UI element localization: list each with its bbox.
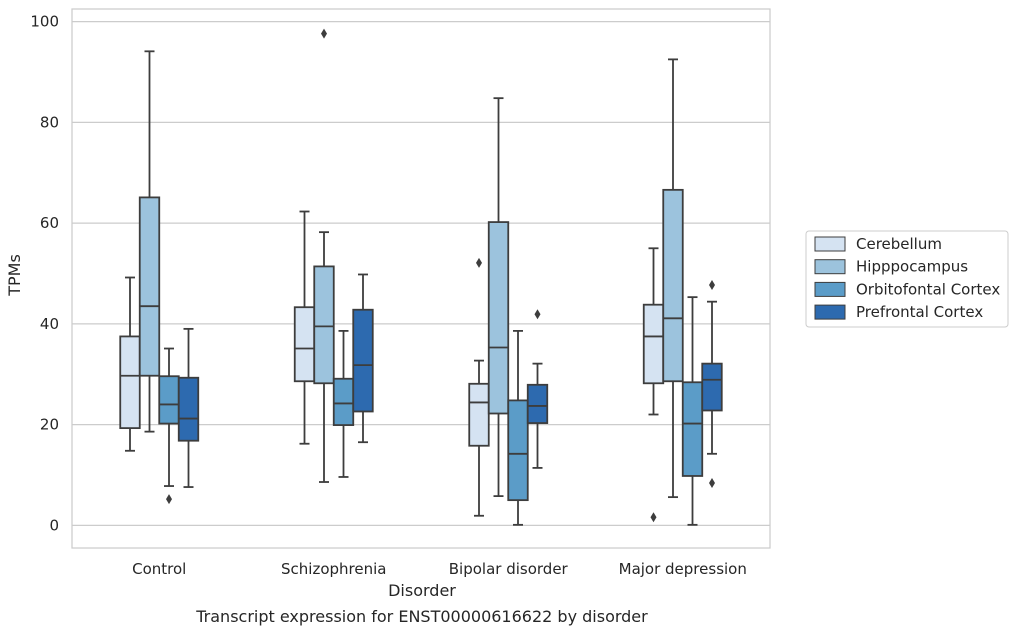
x-tick-label: Major depression <box>619 560 747 578</box>
y-tick-label: 60 <box>40 214 59 232</box>
outlier-marker <box>166 494 172 505</box>
legend-item: Hipppocampus <box>814 258 968 276</box>
box-orbitofontal-cortex <box>507 329 529 526</box>
legend-swatch <box>814 259 846 275</box>
x-axis-label: Disorder <box>388 581 456 600</box>
y-axis-label: TPMs <box>5 254 24 297</box>
box-body <box>177 376 200 442</box>
x-tick-label: Bipolar disorder <box>449 560 569 578</box>
y-tick-label: 40 <box>40 315 59 333</box>
outlier-marker <box>709 478 715 489</box>
box-body <box>507 399 529 502</box>
legend-frame <box>805 230 1009 328</box>
outlier-marker <box>321 28 327 39</box>
box-body <box>158 375 180 425</box>
y-tick-label: 0 <box>49 516 59 534</box>
legend-label: Prefrontal Cortex <box>856 303 983 321</box>
box-hipppocampus <box>313 28 335 483</box>
legend-item: Cerebellum <box>814 235 942 253</box>
y-tick-label: 100 <box>30 13 59 31</box>
box-body <box>119 335 141 430</box>
box-hipppocampus <box>487 97 510 498</box>
box-body <box>468 382 490 447</box>
legend-label: Cerebellum <box>856 235 942 253</box>
box-prefrontal-cortex <box>352 273 374 444</box>
box-body <box>642 303 665 385</box>
y-axis-ticks: 0 20 40 60 80 100 <box>30 13 59 535</box>
box-body <box>138 196 161 377</box>
chart-caption: Transcript expression for ENST0000061662… <box>195 607 648 626</box>
box-prefrontal-cortex <box>177 327 200 488</box>
box-hipppocampus <box>138 50 161 433</box>
box-body <box>332 377 355 426</box>
outlier-marker <box>650 512 657 523</box>
box-body <box>293 306 316 383</box>
box-cerebellum <box>293 210 316 445</box>
outlier-marker <box>709 280 715 291</box>
outlier-marker <box>476 257 482 268</box>
y-tick-label: 80 <box>40 113 59 131</box>
plot-frame <box>71 8 771 549</box>
box-body <box>313 265 335 385</box>
box-body <box>526 383 549 424</box>
box-hipppocampus <box>662 58 684 499</box>
legend-label: Orbitofontal Cortex <box>856 280 1000 298</box>
box-cerebellum <box>119 276 141 452</box>
box-body <box>701 362 723 412</box>
box-body <box>352 308 374 413</box>
box-prefrontal-cortex <box>526 309 549 469</box>
box-body <box>662 188 684 383</box>
legend-item: Orbitofontal Cortex <box>814 280 1000 298</box>
box-orbitofontal-cortex <box>681 296 704 526</box>
x-tick-label: Schizophrenia <box>281 560 386 578</box>
legend-label: Hipppocampus <box>856 258 968 276</box>
legend-swatch <box>814 304 846 320</box>
y-tick-label: 20 <box>40 416 59 434</box>
box-body <box>681 381 704 477</box>
legend-swatch <box>814 236 846 252</box>
box-body <box>487 221 510 415</box>
box-orbitofontal-cortex <box>158 347 180 505</box>
legend: Cerebellum Hipppocampus Orbitofontal Corte… <box>805 230 1009 328</box>
box-orbitofontal-cortex <box>332 329 355 478</box>
x-tick-label: Control <box>132 560 186 578</box>
legend-swatch <box>814 281 846 297</box>
box-cerebellum <box>468 257 490 517</box>
box-prefrontal-cortex <box>701 280 723 489</box>
outlier-marker <box>534 309 541 320</box>
box-cerebellum <box>642 247 665 523</box>
legend-item: Prefrontal Cortex <box>814 303 983 321</box>
x-axis-ticks: Control Schizophrenia Bipolar disorder Majo… <box>132 560 747 578</box>
box-plot-series <box>119 28 723 526</box>
